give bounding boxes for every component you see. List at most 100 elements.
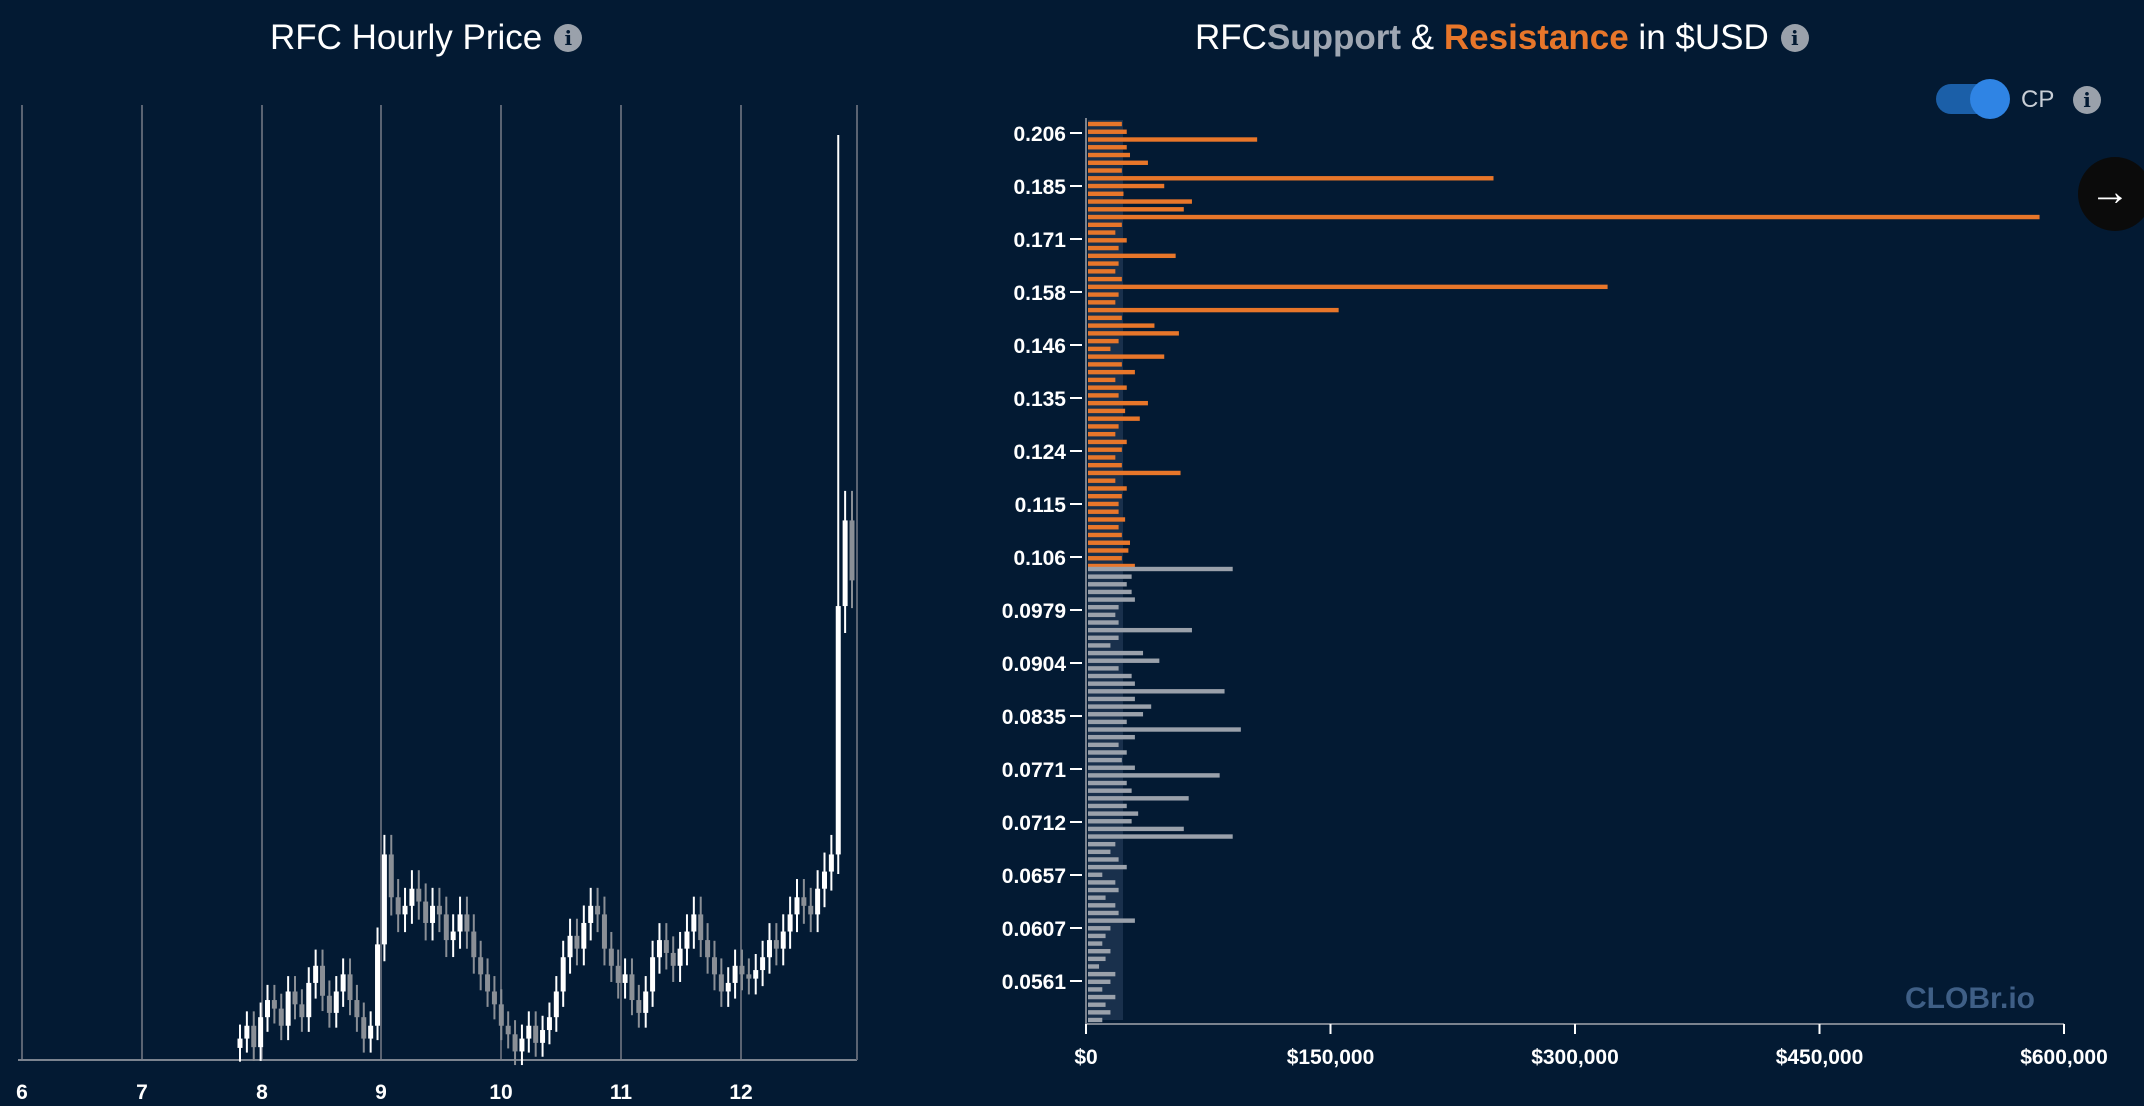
price-candle-body bbox=[650, 957, 656, 992]
price-x-tick-label: 10 bbox=[489, 1081, 512, 1104]
price-candle-body bbox=[828, 854, 834, 872]
support-bar bbox=[1088, 673, 1132, 679]
info-icon[interactable]: i bbox=[2073, 86, 2101, 114]
support-bar bbox=[1088, 971, 1116, 977]
price-candle-body bbox=[306, 982, 312, 1018]
price-candle-body bbox=[333, 991, 339, 1013]
cp-label: CP bbox=[2021, 86, 2055, 113]
support-bar bbox=[1088, 566, 1233, 572]
support-bar bbox=[1088, 780, 1127, 786]
price-candle-body bbox=[326, 995, 332, 1013]
support-bar bbox=[1088, 826, 1184, 832]
price-x-tick-label: 8 bbox=[256, 1081, 268, 1104]
support-bar bbox=[1088, 834, 1233, 839]
support-bar bbox=[1088, 597, 1135, 602]
support-bar bbox=[1088, 926, 1111, 931]
resistance-bar bbox=[1088, 478, 1116, 483]
support-bar bbox=[1088, 887, 1119, 893]
sr-x-tick-label: $450,000 bbox=[1776, 1046, 1864, 1069]
price-candle-body bbox=[760, 957, 766, 971]
sr-y-tick-label: 0.0712 bbox=[1002, 812, 1066, 835]
title-suffix: in $USD bbox=[1628, 18, 1769, 57]
resistance-bar bbox=[1088, 338, 1119, 344]
support-bar bbox=[1088, 1010, 1111, 1015]
resistance-bar bbox=[1088, 183, 1165, 189]
price-x-tick-label: 9 bbox=[375, 1081, 387, 1104]
resistance-bar bbox=[1088, 439, 1127, 445]
resistance-bar bbox=[1088, 385, 1127, 390]
support-bar bbox=[1088, 849, 1111, 855]
price-candle-body bbox=[464, 914, 470, 932]
sr-y-tick-label: 0.206 bbox=[1013, 123, 1066, 146]
support-bar bbox=[1088, 757, 1122, 763]
sr-y-tick-label: 0.135 bbox=[1013, 388, 1066, 411]
resistance-bar bbox=[1088, 261, 1119, 266]
support-bar bbox=[1088, 612, 1116, 618]
resistance-bar bbox=[1088, 145, 1127, 150]
price-candle-body bbox=[808, 905, 814, 915]
title-support: Support bbox=[1266, 18, 1402, 57]
support-bar bbox=[1088, 1002, 1106, 1007]
support-bar bbox=[1088, 933, 1106, 939]
price-candle-body bbox=[842, 520, 848, 607]
price-candle-body bbox=[457, 914, 463, 932]
price-candle-body bbox=[595, 905, 601, 915]
sr-y-tick-label: 0.158 bbox=[1013, 282, 1066, 305]
support-bar bbox=[1088, 979, 1111, 984]
price-candle-body bbox=[705, 940, 711, 958]
price-candle-body bbox=[718, 974, 724, 992]
support-bar bbox=[1088, 666, 1119, 671]
resistance-bar bbox=[1088, 354, 1165, 359]
resistance-bar bbox=[1088, 245, 1119, 251]
info-icon[interactable]: i bbox=[1780, 24, 1809, 52]
toggle-knob[interactable] bbox=[1970, 79, 2010, 119]
resistance-bar bbox=[1088, 416, 1140, 421]
price-candle-body bbox=[780, 931, 786, 949]
resistance-bar bbox=[1088, 222, 1122, 228]
support-bar bbox=[1088, 994, 1116, 1000]
resistance-bar bbox=[1088, 400, 1148, 406]
price-candle-body bbox=[361, 1017, 367, 1039]
support-bar bbox=[1088, 864, 1127, 870]
price-candle-body bbox=[670, 952, 676, 966]
sr-y-tick-label: 0.0561 bbox=[1002, 971, 1067, 994]
resistance-bar bbox=[1088, 323, 1155, 328]
support-bar bbox=[1088, 719, 1127, 725]
price-candle-body bbox=[656, 940, 662, 958]
sr-x-tick-label: $0 bbox=[1074, 1046, 1097, 1069]
support-bar bbox=[1088, 734, 1135, 740]
sr-y-tick-label: 0.106 bbox=[1013, 547, 1066, 570]
price-chart-title: RFC Hourly Price i bbox=[270, 18, 583, 58]
sr-x-tick-label: $150,000 bbox=[1287, 1046, 1375, 1069]
resistance-bar bbox=[1088, 447, 1122, 452]
sr-x-tick-label: $300,000 bbox=[1531, 1046, 1619, 1069]
info-icon[interactable]: i bbox=[554, 24, 583, 52]
resistance-bar bbox=[1088, 532, 1122, 538]
price-candle-body bbox=[787, 914, 793, 932]
support-bar bbox=[1088, 987, 1103, 992]
cp-toggle[interactable] bbox=[1936, 79, 2010, 119]
price-candle-body bbox=[285, 991, 291, 1026]
resistance-bar bbox=[1088, 424, 1119, 429]
resistance-bar bbox=[1088, 253, 1176, 259]
support-bar bbox=[1088, 880, 1116, 885]
price-x-tick-label: 12 bbox=[729, 1081, 752, 1104]
price-candle-body bbox=[491, 991, 497, 1005]
price-candle-body bbox=[237, 1038, 243, 1048]
next-arrow-button[interactable]: → bbox=[2078, 157, 2144, 231]
price-candle-body bbox=[815, 888, 821, 915]
price-candle-body bbox=[835, 606, 841, 855]
resistance-bar bbox=[1088, 346, 1111, 352]
price-candle-body bbox=[354, 1000, 360, 1018]
price-candle-body bbox=[794, 897, 800, 915]
resistance-bar bbox=[1088, 284, 1608, 290]
resistance-bar bbox=[1088, 377, 1116, 383]
resistance-bar bbox=[1088, 214, 2040, 220]
price-candle-body bbox=[471, 931, 477, 958]
price-candle-body bbox=[409, 888, 415, 906]
price-candle-body bbox=[388, 854, 394, 898]
sr-x-tick-label: $600,000 bbox=[2020, 1046, 2108, 1069]
resistance-bar bbox=[1088, 269, 1116, 274]
resistance-bar bbox=[1088, 393, 1119, 398]
support-bar bbox=[1088, 658, 1160, 663]
